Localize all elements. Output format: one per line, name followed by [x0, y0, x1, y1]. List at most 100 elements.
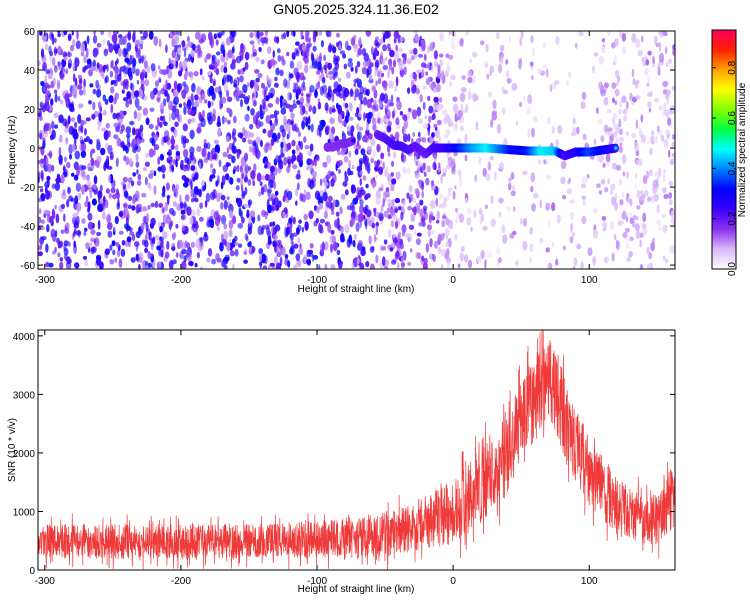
spectrogram-noise-blob [160, 164, 166, 173]
spectrogram-x-ticks: -300 -200 -100 0 100 [35, 31, 598, 286]
spectrogram-noise-blob [253, 81, 259, 91]
spectrogram-noise-blob [148, 148, 154, 158]
spectrogram-noise-blob [472, 93, 478, 102]
spectrogram-noise-blob [132, 57, 137, 68]
spectrogram-noise-blob [339, 225, 345, 234]
spectrogram-noise-blob [439, 59, 443, 67]
spectrogram-noise-blob [249, 32, 254, 39]
spectrogram-noise-blob [619, 100, 623, 108]
colorbar-ticks: 0.00.20.40.60.8 [712, 60, 738, 276]
spectrogram-noise-blob [625, 237, 631, 243]
spectrogram-noise-blob [187, 53, 192, 62]
spectrogram-noise-blob [439, 97, 443, 103]
spectrogram-noise-blob [107, 130, 111, 138]
spectrogram-noise-blob [87, 212, 93, 221]
spectrogram-noise-blob [241, 216, 245, 224]
spectrogram-noise-blob [551, 242, 555, 247]
spectrogram-noise-blob [375, 196, 381, 205]
spectrogram-noise-blob [601, 215, 607, 221]
spectrogram-noise-blob [260, 59, 265, 65]
spectrogram-noise-blob [135, 39, 140, 48]
spectrogram-noise-blob [64, 127, 69, 133]
spectrogram-noise-blob [225, 37, 231, 46]
spectrogram-noise-blob [256, 31, 260, 39]
spectrogram-noise-blob [614, 88, 620, 97]
spectrogram-noise-blob [98, 101, 102, 110]
spectrogram-noise-blob [458, 213, 465, 223]
spectrogram-noise-blob [338, 261, 343, 269]
spectrogram-noise-blob [104, 248, 110, 255]
spectrogram-noise-blob [598, 81, 603, 90]
spectrogram-noise-blob [155, 125, 159, 131]
spectrogram-noise-blob [71, 172, 75, 177]
spectrogram-noise-blob [66, 199, 70, 208]
spectrogram-noise-blob [429, 84, 433, 89]
spectrogram-noise-blob [171, 49, 177, 59]
spectrogram-noise-blob [326, 154, 332, 164]
spectrogram-noise-blob [165, 44, 168, 54]
spectrogram-noise-blob [59, 99, 64, 105]
spectrogram-noise-blob [365, 31, 372, 37]
spectrogram-noise-blob [329, 117, 335, 125]
spectrogram-noise-blob [658, 226, 661, 231]
spectrogram-noise-blob [309, 143, 314, 152]
spectrogram-noise-blob [441, 201, 447, 208]
spectrogram-noise-blob [348, 159, 351, 170]
spectrogram-noise-blob [179, 61, 183, 71]
spectrogram-noise-blob [199, 202, 204, 209]
spectrogram-noise-blob [464, 133, 468, 144]
spectrogram-noise-blob [344, 224, 350, 234]
spectrogram-noise-blob [267, 46, 272, 54]
spectrogram-noise-blob [622, 231, 628, 239]
spectrogram-noise-blob [365, 113, 371, 119]
spectrogram-noise-blob [447, 187, 453, 192]
spectrogram-noise-blob [464, 31, 468, 37]
spectrogram-noise-blob [295, 200, 298, 206]
spectrogram-noise-blob [123, 209, 127, 219]
snr-x-tick-label: -200 [171, 576, 191, 587]
spectrogram-noise-blob [123, 79, 126, 89]
spectrogram-noise-blob [112, 249, 116, 256]
spectrogram-noise-blob [451, 35, 455, 45]
spectrogram-noise-blob [251, 140, 257, 147]
spectrogram-noise-blob [619, 142, 623, 147]
spectrogram-noise-blob [425, 243, 430, 253]
spectrogram-noise-blob [382, 44, 388, 52]
spectrogram-noise-blob [165, 182, 170, 191]
spectrogram-noise-blob [131, 234, 136, 241]
spectrogram-noise-blob [381, 57, 386, 66]
spectrogram-noise-blob [43, 131, 49, 138]
spectrogram-noise-blob [505, 58, 509, 65]
spectrogram-noise-blob [445, 241, 449, 247]
spectrogram-noise-blob [440, 174, 444, 184]
spectrogram-noise-blob [194, 263, 198, 268]
spectrogram-noise-blob [233, 136, 237, 143]
spectrogram-noise-blob [569, 199, 575, 204]
spectrogram-noise-blob [213, 69, 220, 74]
spectrogram-noise-blob [454, 185, 457, 190]
spectrogram-noise-blob [44, 82, 49, 87]
spectrogram-noise-blob [328, 127, 332, 137]
spectrogram-noise-blob [512, 230, 517, 236]
spectrogram-noise-blob [421, 190, 425, 199]
spectrogram-noise-blob [375, 189, 381, 199]
spectrogram-noise-blob [227, 162, 232, 167]
spectrogram-noise-blob [72, 39, 76, 48]
spectrogram-noise-blob [117, 47, 122, 57]
spectrogram-noise-blob [272, 221, 276, 227]
spectrogram-noise-blob [260, 175, 266, 181]
spectrogram-noise-blob [364, 204, 369, 211]
spectrogram-noise-blob [91, 113, 96, 120]
spectrogram-noise-blob [227, 119, 231, 125]
spectrogram-noise-blob [508, 177, 512, 182]
spectrogram-noise-blob [324, 263, 328, 269]
spectrogram-noise-blob [305, 103, 311, 107]
spectrogram-noise-blob [309, 179, 315, 190]
spectrogram-noise-blob [226, 90, 230, 98]
spectrogram-noise-blob [226, 196, 230, 201]
spectrogram-noise-blob [292, 232, 298, 237]
spectrogram-noise-blob [240, 184, 244, 193]
spectrogram-noise-blob [242, 84, 248, 93]
spectrogram-noise-blob [86, 195, 89, 204]
spectrogram-noise-blob [327, 62, 332, 70]
